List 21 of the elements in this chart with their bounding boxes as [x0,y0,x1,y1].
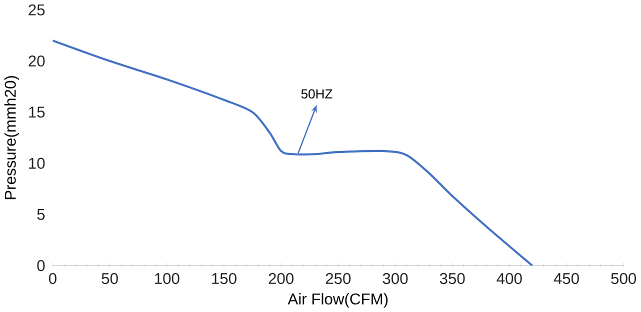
y-tick-label: 5 [37,209,45,220]
x-tick-label: 350 [440,273,465,284]
x-tick-label: 300 [382,273,408,284]
y-tick-label: 25 [28,4,45,16]
y-tick-label: 10 [29,158,45,169]
x-tick-label: 200 [268,273,294,284]
y-axis-title: Pressure(mmh20) [4,76,19,200]
x-tick-label: 250 [326,273,351,284]
x-tick-label: 400 [496,273,522,284]
x-tick-label: 100 [155,273,180,284]
y-tick-label: 15 [29,106,45,118]
x-tick-label: 0 [48,273,56,284]
x-tick-label: 450 [554,273,579,284]
y-tick-label: 0 [37,260,45,272]
x-axis-title: Air Flow(CFM) [288,293,388,308]
x-tick-label: 500 [611,273,636,284]
annotation: 50HZ [301,89,332,99]
y-tick-label: 20 [28,56,45,67]
line-series [52,40,534,266]
x-tick-label: 150 [212,273,236,284]
x-tick-label: 50 [102,273,118,284]
